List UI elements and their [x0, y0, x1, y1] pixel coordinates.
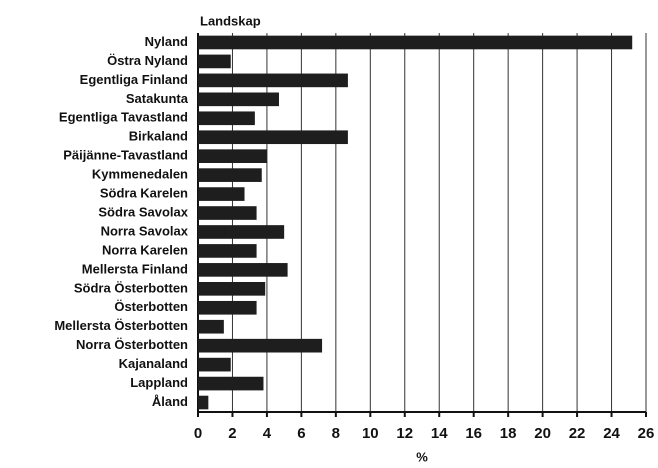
- x-tick-label: 12: [396, 425, 413, 442]
- y-tick-label: Satakunta: [126, 91, 189, 106]
- bar: [198, 168, 262, 182]
- bar: [198, 225, 285, 239]
- x-tick-label: 14: [431, 425, 448, 442]
- bar: [198, 300, 257, 315]
- x-tick-label: 18: [500, 425, 517, 442]
- bar: [198, 73, 348, 88]
- bar: [198, 54, 231, 69]
- y-tick-label: Österbotten: [114, 299, 188, 314]
- y-tick-label: Kymmenedalen: [92, 167, 188, 182]
- y-tick-label: Birkaland: [129, 129, 188, 144]
- x-tick-label: 8: [332, 425, 340, 442]
- bar: [198, 92, 279, 107]
- y-tick-label: Södra Karelen: [100, 186, 188, 201]
- bar: [198, 187, 245, 201]
- bar: [198, 111, 255, 126]
- bar: [198, 149, 267, 163]
- y-tick-label: Östra Nyland: [107, 53, 188, 68]
- x-tick-label: 16: [465, 425, 482, 442]
- y-tick-label: Södra Österbotten: [74, 280, 188, 295]
- x-tick-label: 10: [362, 425, 379, 442]
- y-tick-label: Norra Savolax: [101, 223, 189, 238]
- bar: [198, 263, 288, 277]
- y-tick-label: Norra Karelen: [102, 242, 188, 257]
- y-tick-label: Åland: [152, 394, 188, 409]
- y-tick-label: Kajanaland: [119, 356, 188, 371]
- x-tick-label: 24: [603, 425, 620, 442]
- x-tick-label: 20: [534, 425, 551, 442]
- category-axis-label: Landskap: [200, 13, 261, 28]
- y-tick-label: Mellersta Finland: [82, 261, 188, 276]
- y-tick-label: Mellersta Österbotten: [54, 318, 188, 333]
- bar: [198, 376, 264, 391]
- y-tick-label: Södra Savolax: [98, 204, 188, 219]
- x-tick-label: 4: [263, 425, 272, 442]
- bar: [198, 395, 209, 410]
- bar: [198, 206, 257, 220]
- bar: [198, 244, 257, 258]
- bar: [198, 357, 231, 372]
- x-tick-label: 6: [297, 425, 305, 442]
- y-tick-label: Egentliga Tavastland: [59, 110, 188, 125]
- x-tick-label: 2: [228, 425, 236, 442]
- y-tick-label: Lappland: [130, 375, 188, 390]
- x-tick-label: 26: [638, 425, 655, 442]
- y-tick-label: Egentliga Finland: [80, 72, 188, 87]
- bar: [198, 282, 266, 296]
- x-axis-label: %: [416, 449, 428, 464]
- x-tick-label: 22: [569, 425, 586, 442]
- y-tick-label: Päijänne-Tavastland: [63, 148, 188, 163]
- bar: [198, 130, 348, 145]
- bar: [198, 319, 224, 334]
- bar: [198, 35, 633, 50]
- y-tick-label: Norra Österbotten: [76, 337, 188, 352]
- x-tick-label: 0: [194, 425, 202, 442]
- y-tick-label: Nyland: [145, 34, 188, 49]
- bar: [198, 338, 323, 353]
